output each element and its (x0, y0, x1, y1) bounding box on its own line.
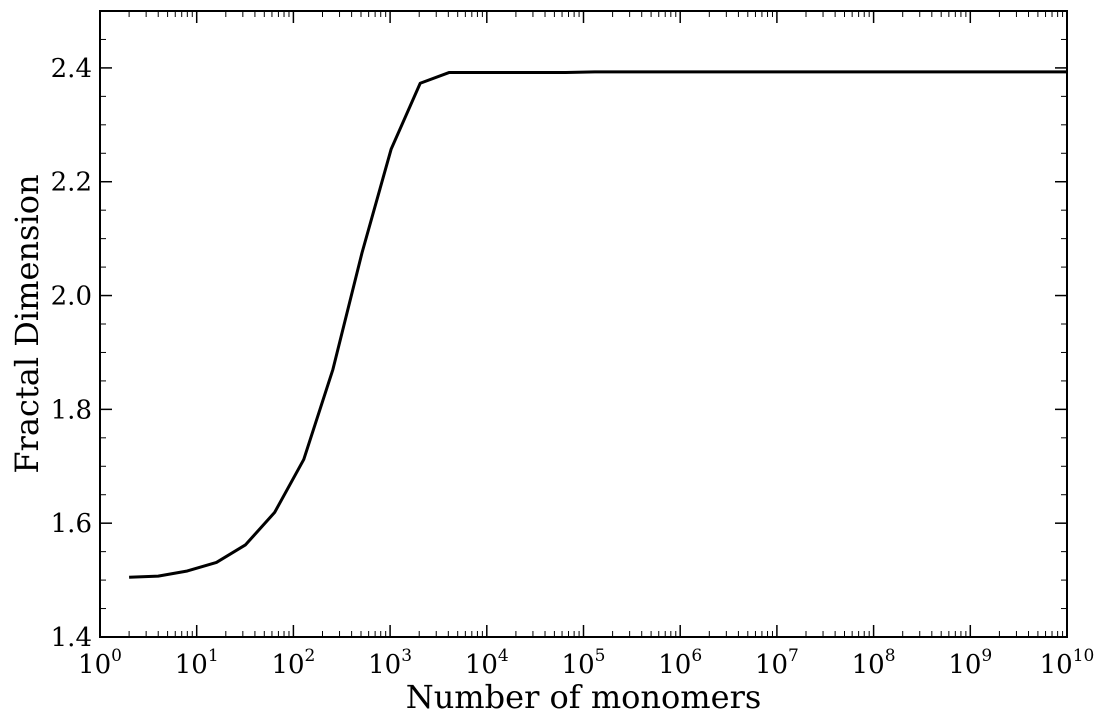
y-tick-label: 2.2 (51, 168, 92, 198)
x-axis-title: Number of monomers (406, 678, 762, 713)
x-tick-label: 105 (562, 646, 606, 680)
axis-ticks (99, 10, 1068, 638)
y-tick-label: 1.6 (51, 509, 92, 539)
x-tick-label: 108 (852, 646, 896, 680)
y-tick-label: 1.8 (51, 395, 92, 425)
x-tick-label: 106 (658, 646, 702, 680)
x-tick-label: 109 (948, 646, 992, 680)
x-tick-label: 100 (78, 646, 122, 680)
series-layer (129, 70, 1067, 579)
y-tick-label: 2.4 (51, 54, 92, 84)
x-tick-label: 1010 (1040, 646, 1095, 680)
series-line (129, 70, 1067, 579)
x-tick-label: 102 (271, 646, 315, 680)
x-tick-label: 103 (368, 646, 412, 680)
axis-tick-labels: 100 101 102 103 104 105 106 107 108 109 1010 1.4 1.6… (51, 54, 1095, 680)
x-tick-label: 101 (175, 646, 219, 680)
x-tick-label: 107 (755, 646, 799, 680)
y-axis-title: Fractal Dimension (8, 174, 46, 473)
plot-frame (99, 10, 1068, 638)
y-tick-label: 2.0 (51, 282, 92, 312)
y-tick-label: 1.4 (51, 623, 92, 653)
x-tick-label: 104 (465, 646, 509, 680)
